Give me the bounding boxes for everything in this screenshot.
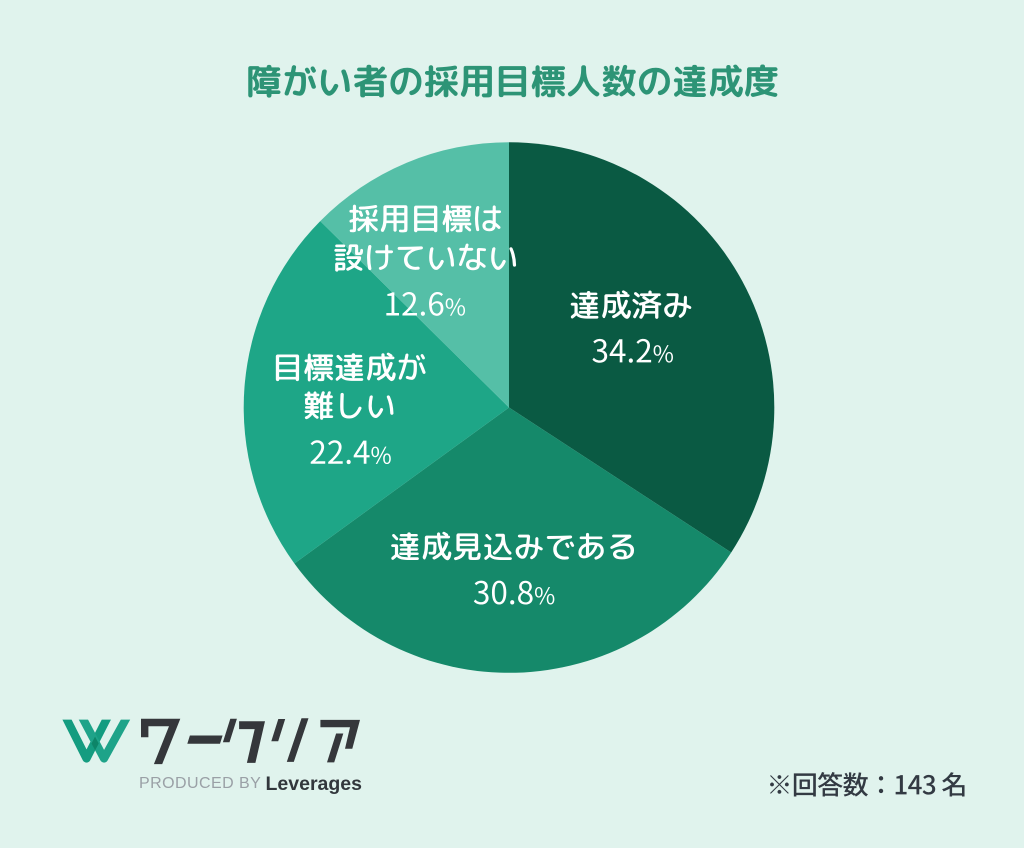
svg-text:PRODUCED BY: PRODUCED BY — [139, 775, 261, 792]
svg-text:Leverages: Leverages — [266, 773, 363, 795]
